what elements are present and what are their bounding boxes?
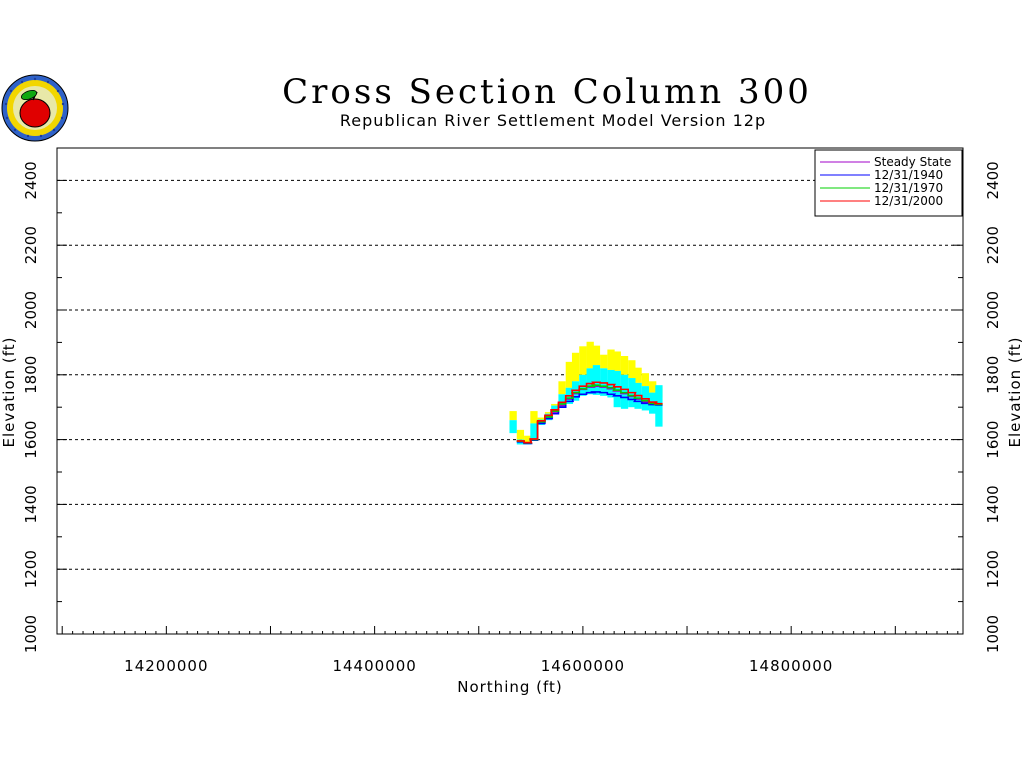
gridlines	[57, 179, 963, 570]
y-tick-label-right: 1800	[984, 356, 1002, 394]
layer-cell	[558, 394, 566, 408]
layer-cell	[565, 361, 574, 388]
x-tick-label: 14800000	[749, 657, 833, 675]
layer-cell	[600, 354, 608, 369]
y-tick-label-left: 1600	[22, 421, 40, 459]
x-tick-label: 14600000	[541, 657, 625, 675]
agency-seal-logo	[1, 74, 69, 142]
y-tick-label-left: 1800	[22, 356, 40, 394]
legend-box	[814, 149, 963, 217]
chart-subtitle: Republican River Settlement Model Versio…	[339, 111, 767, 130]
layer-cell	[620, 356, 629, 375]
layer-cell	[586, 368, 594, 395]
layer-cell	[516, 429, 525, 440]
y-tick-label-right: 2400	[984, 161, 1002, 199]
layer-cell	[509, 420, 517, 434]
layer-cell	[655, 385, 663, 427]
layer-cell	[524, 435, 532, 443]
y-tick-label-left: 1200	[22, 550, 40, 588]
layer-cell	[607, 369, 615, 398]
layer-cell	[613, 351, 621, 371]
y-tick-label-left: 1000	[22, 615, 40, 653]
y-axis-label-right: Elevation (ft)	[1006, 336, 1024, 447]
layer-cell	[544, 412, 553, 414]
legend: Steady State 12/31/1940 12/31/1970 12/31…	[814, 149, 963, 217]
axis-ticks	[57, 147, 963, 635]
x-axis-label: Northing (ft)	[457, 678, 563, 696]
layer-cell	[649, 381, 657, 393]
x-tick-label: 14200000	[124, 657, 208, 675]
y-tick-label-left: 2400	[22, 161, 40, 199]
layer-cell	[634, 367, 642, 383]
layer-cell	[579, 374, 587, 396]
layer-cell	[571, 352, 580, 382]
layer-cell	[600, 368, 608, 396]
layer-cell	[558, 381, 566, 395]
y-tick-label-right: 2000	[984, 291, 1002, 329]
y-tick-label-right: 1200	[984, 550, 1002, 588]
layer-cell	[628, 360, 636, 379]
layer-cell	[613, 370, 621, 408]
series-line-2	[516, 384, 663, 444]
layer-cell	[620, 374, 629, 409]
y-tick-label-right: 1600	[984, 421, 1002, 459]
y-tick-label-left: 2000	[22, 291, 40, 329]
y-axis-label-left: Elevation (ft)	[0, 336, 18, 447]
layer-cell	[641, 373, 650, 387]
layer-cell	[579, 346, 587, 375]
layer-cell	[537, 417, 545, 420]
chart-title: Cross Section Column 300	[282, 72, 812, 112]
layer-cell	[607, 349, 615, 370]
y-tick-label-right: 1400	[984, 485, 1002, 523]
layer-cell	[592, 345, 601, 366]
layer-cell	[586, 341, 594, 369]
legend-label-steady-state: Steady State	[874, 155, 951, 169]
series-lines	[516, 381, 663, 445]
legend-label-2000: 12/31/2000	[874, 194, 943, 208]
layer-cell	[530, 423, 538, 440]
plot-frame	[56, 147, 964, 635]
legend-label-1970: 12/31/1970	[874, 181, 943, 195]
y-tick-label-left: 2200	[22, 226, 40, 264]
layer-cell	[592, 365, 601, 395]
y-tick-label-right: 1000	[984, 615, 1002, 653]
layer-cell	[551, 403, 559, 406]
series-line-3	[516, 381, 663, 444]
x-tick-label: 14400000	[332, 657, 416, 675]
series-line-1	[516, 391, 663, 445]
y-tick-label-right: 2200	[984, 226, 1002, 264]
layer-cell	[530, 411, 538, 424]
legend-label-1940: 12/31/1940	[874, 168, 943, 182]
layer-cell	[551, 405, 559, 411]
tick-labels: 1000 1000 1200 1200 1400 1400 1600 1600 1800 1800…	[22, 161, 1002, 675]
y-tick-label-left: 1400	[22, 485, 40, 523]
layer-cell	[509, 411, 517, 421]
